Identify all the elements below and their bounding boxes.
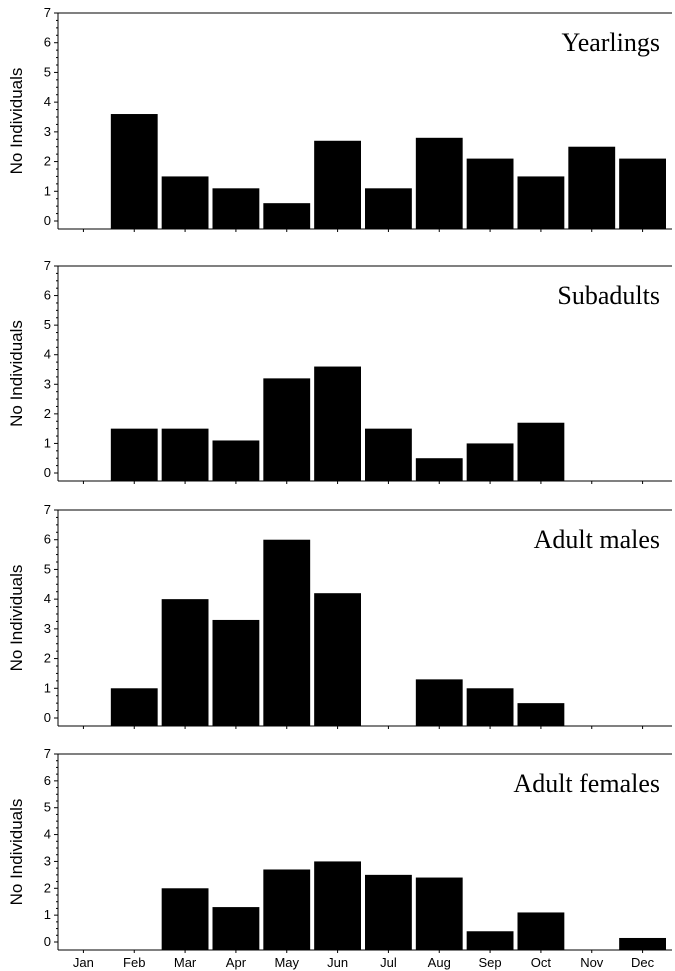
bar-dec bbox=[619, 937, 666, 950]
y-axis-label: No Individuals bbox=[7, 68, 26, 175]
bar-jul bbox=[365, 428, 412, 481]
bar-may bbox=[263, 378, 311, 481]
y-tick-label: 7 bbox=[44, 746, 51, 761]
y-tick-label: 1 bbox=[44, 435, 51, 450]
x-tick-label: May bbox=[274, 955, 299, 970]
bar-jun bbox=[314, 140, 361, 229]
bar-mar bbox=[161, 599, 209, 726]
y-tick-label: 0 bbox=[44, 213, 51, 228]
y-tick-label: 3 bbox=[44, 621, 51, 636]
y-tick-label: 5 bbox=[44, 561, 51, 576]
chart-panel-2: 0 1 2 3 4 5 6 7 No Individuals Subadults bbox=[7, 258, 672, 484]
x-tick-label: Jun bbox=[327, 955, 348, 970]
x-tick-label: Jan bbox=[73, 955, 94, 970]
y-tick-label: 6 bbox=[44, 35, 51, 50]
bar-apr bbox=[212, 619, 260, 726]
bar-nov bbox=[568, 146, 616, 229]
y-tick-label: 1 bbox=[44, 183, 51, 198]
bar-oct bbox=[517, 912, 565, 950]
bar-apr bbox=[212, 907, 260, 950]
y-axis-label: No Individuals bbox=[7, 799, 26, 906]
y-tick-label: 4 bbox=[44, 827, 51, 842]
y-tick-label: 4 bbox=[44, 347, 51, 362]
y-tick-label: 2 bbox=[44, 880, 51, 895]
y-tick-label: 5 bbox=[44, 64, 51, 79]
y-tick-label: 6 bbox=[44, 773, 51, 788]
chart-panel-3: 0 1 2 3 4 5 6 7 No Individuals Adult males bbox=[7, 502, 672, 729]
bar-jun bbox=[314, 366, 361, 481]
bar-aug bbox=[415, 679, 463, 726]
x-tick-label: Feb bbox=[123, 955, 145, 970]
y-tick-label: 3 bbox=[44, 853, 51, 868]
bar-oct bbox=[517, 422, 565, 481]
y-tick-label: 6 bbox=[44, 532, 51, 547]
panel-title: Subadults bbox=[557, 281, 660, 310]
bar-mar bbox=[161, 888, 209, 950]
y-tick-label: 1 bbox=[44, 907, 51, 922]
bar-feb bbox=[110, 114, 158, 229]
bar-jun bbox=[314, 861, 361, 950]
y-tick-label: 3 bbox=[44, 376, 51, 391]
bar-oct bbox=[517, 176, 565, 229]
bar-apr bbox=[212, 188, 260, 229]
y-tick-label: 3 bbox=[44, 124, 51, 139]
y-axis-label: No Individuals bbox=[7, 565, 26, 672]
bar-sep bbox=[466, 158, 514, 229]
bar-feb bbox=[110, 428, 158, 481]
panel-title: Adult males bbox=[534, 525, 660, 554]
x-tick-label: Mar bbox=[174, 955, 197, 970]
bar-mar bbox=[161, 428, 209, 481]
bar-may bbox=[263, 203, 311, 229]
y-tick-label: 2 bbox=[44, 406, 51, 421]
bar-feb bbox=[110, 688, 158, 726]
y-tick-label: 7 bbox=[44, 258, 51, 273]
bar-may bbox=[263, 539, 311, 726]
bar-jun bbox=[314, 593, 361, 726]
chart-panel-1: 0 1 2 3 4 5 6 7 No Individuals Yearlings bbox=[7, 5, 672, 232]
y-tick-label: 6 bbox=[44, 288, 51, 303]
y-tick-label: 5 bbox=[44, 800, 51, 815]
bar-jul bbox=[365, 874, 412, 950]
bar-aug bbox=[415, 877, 463, 950]
x-tick-label: Oct bbox=[531, 955, 552, 970]
y-tick-label: 5 bbox=[44, 317, 51, 332]
bar-sep bbox=[466, 443, 514, 481]
bar-aug bbox=[415, 137, 463, 229]
bar-apr bbox=[212, 440, 260, 481]
x-tick-label: Sep bbox=[479, 955, 502, 970]
panel-title: Adult females bbox=[513, 769, 660, 798]
x-tick-label: Jul bbox=[380, 955, 397, 970]
y-tick-label: 4 bbox=[44, 591, 51, 606]
x-tick-label: Apr bbox=[226, 955, 247, 970]
y-tick-label: 2 bbox=[44, 651, 51, 666]
panel-title: Yearlings bbox=[562, 28, 660, 57]
bar-aug bbox=[415, 458, 463, 481]
y-tick-label: 1 bbox=[44, 680, 51, 695]
bar-sep bbox=[466, 688, 514, 726]
x-tick-label: Aug bbox=[428, 955, 451, 970]
y-tick-label: 4 bbox=[44, 94, 51, 109]
bar-may bbox=[263, 869, 311, 950]
y-tick-label: 7 bbox=[44, 502, 51, 517]
y-tick-label: 2 bbox=[44, 154, 51, 169]
y-tick-label: 0 bbox=[44, 465, 51, 480]
bar-dec bbox=[619, 158, 666, 229]
bar-jul bbox=[365, 188, 412, 229]
y-tick-label: 0 bbox=[44, 710, 51, 725]
chart-panel-4: 0 1 2 3 4 5 6 7 No Individuals Adult females Jan Fe… bbox=[7, 746, 672, 970]
bar-mar bbox=[161, 176, 209, 229]
bar-sep bbox=[466, 931, 514, 950]
x-tick-label: Nov bbox=[580, 955, 604, 970]
x-tick-label: Dec bbox=[631, 955, 655, 970]
y-axis-label: No Individuals bbox=[7, 320, 26, 427]
y-tick-label: 7 bbox=[44, 5, 51, 20]
bar-oct bbox=[517, 703, 565, 726]
y-tick-label: 0 bbox=[44, 934, 51, 949]
